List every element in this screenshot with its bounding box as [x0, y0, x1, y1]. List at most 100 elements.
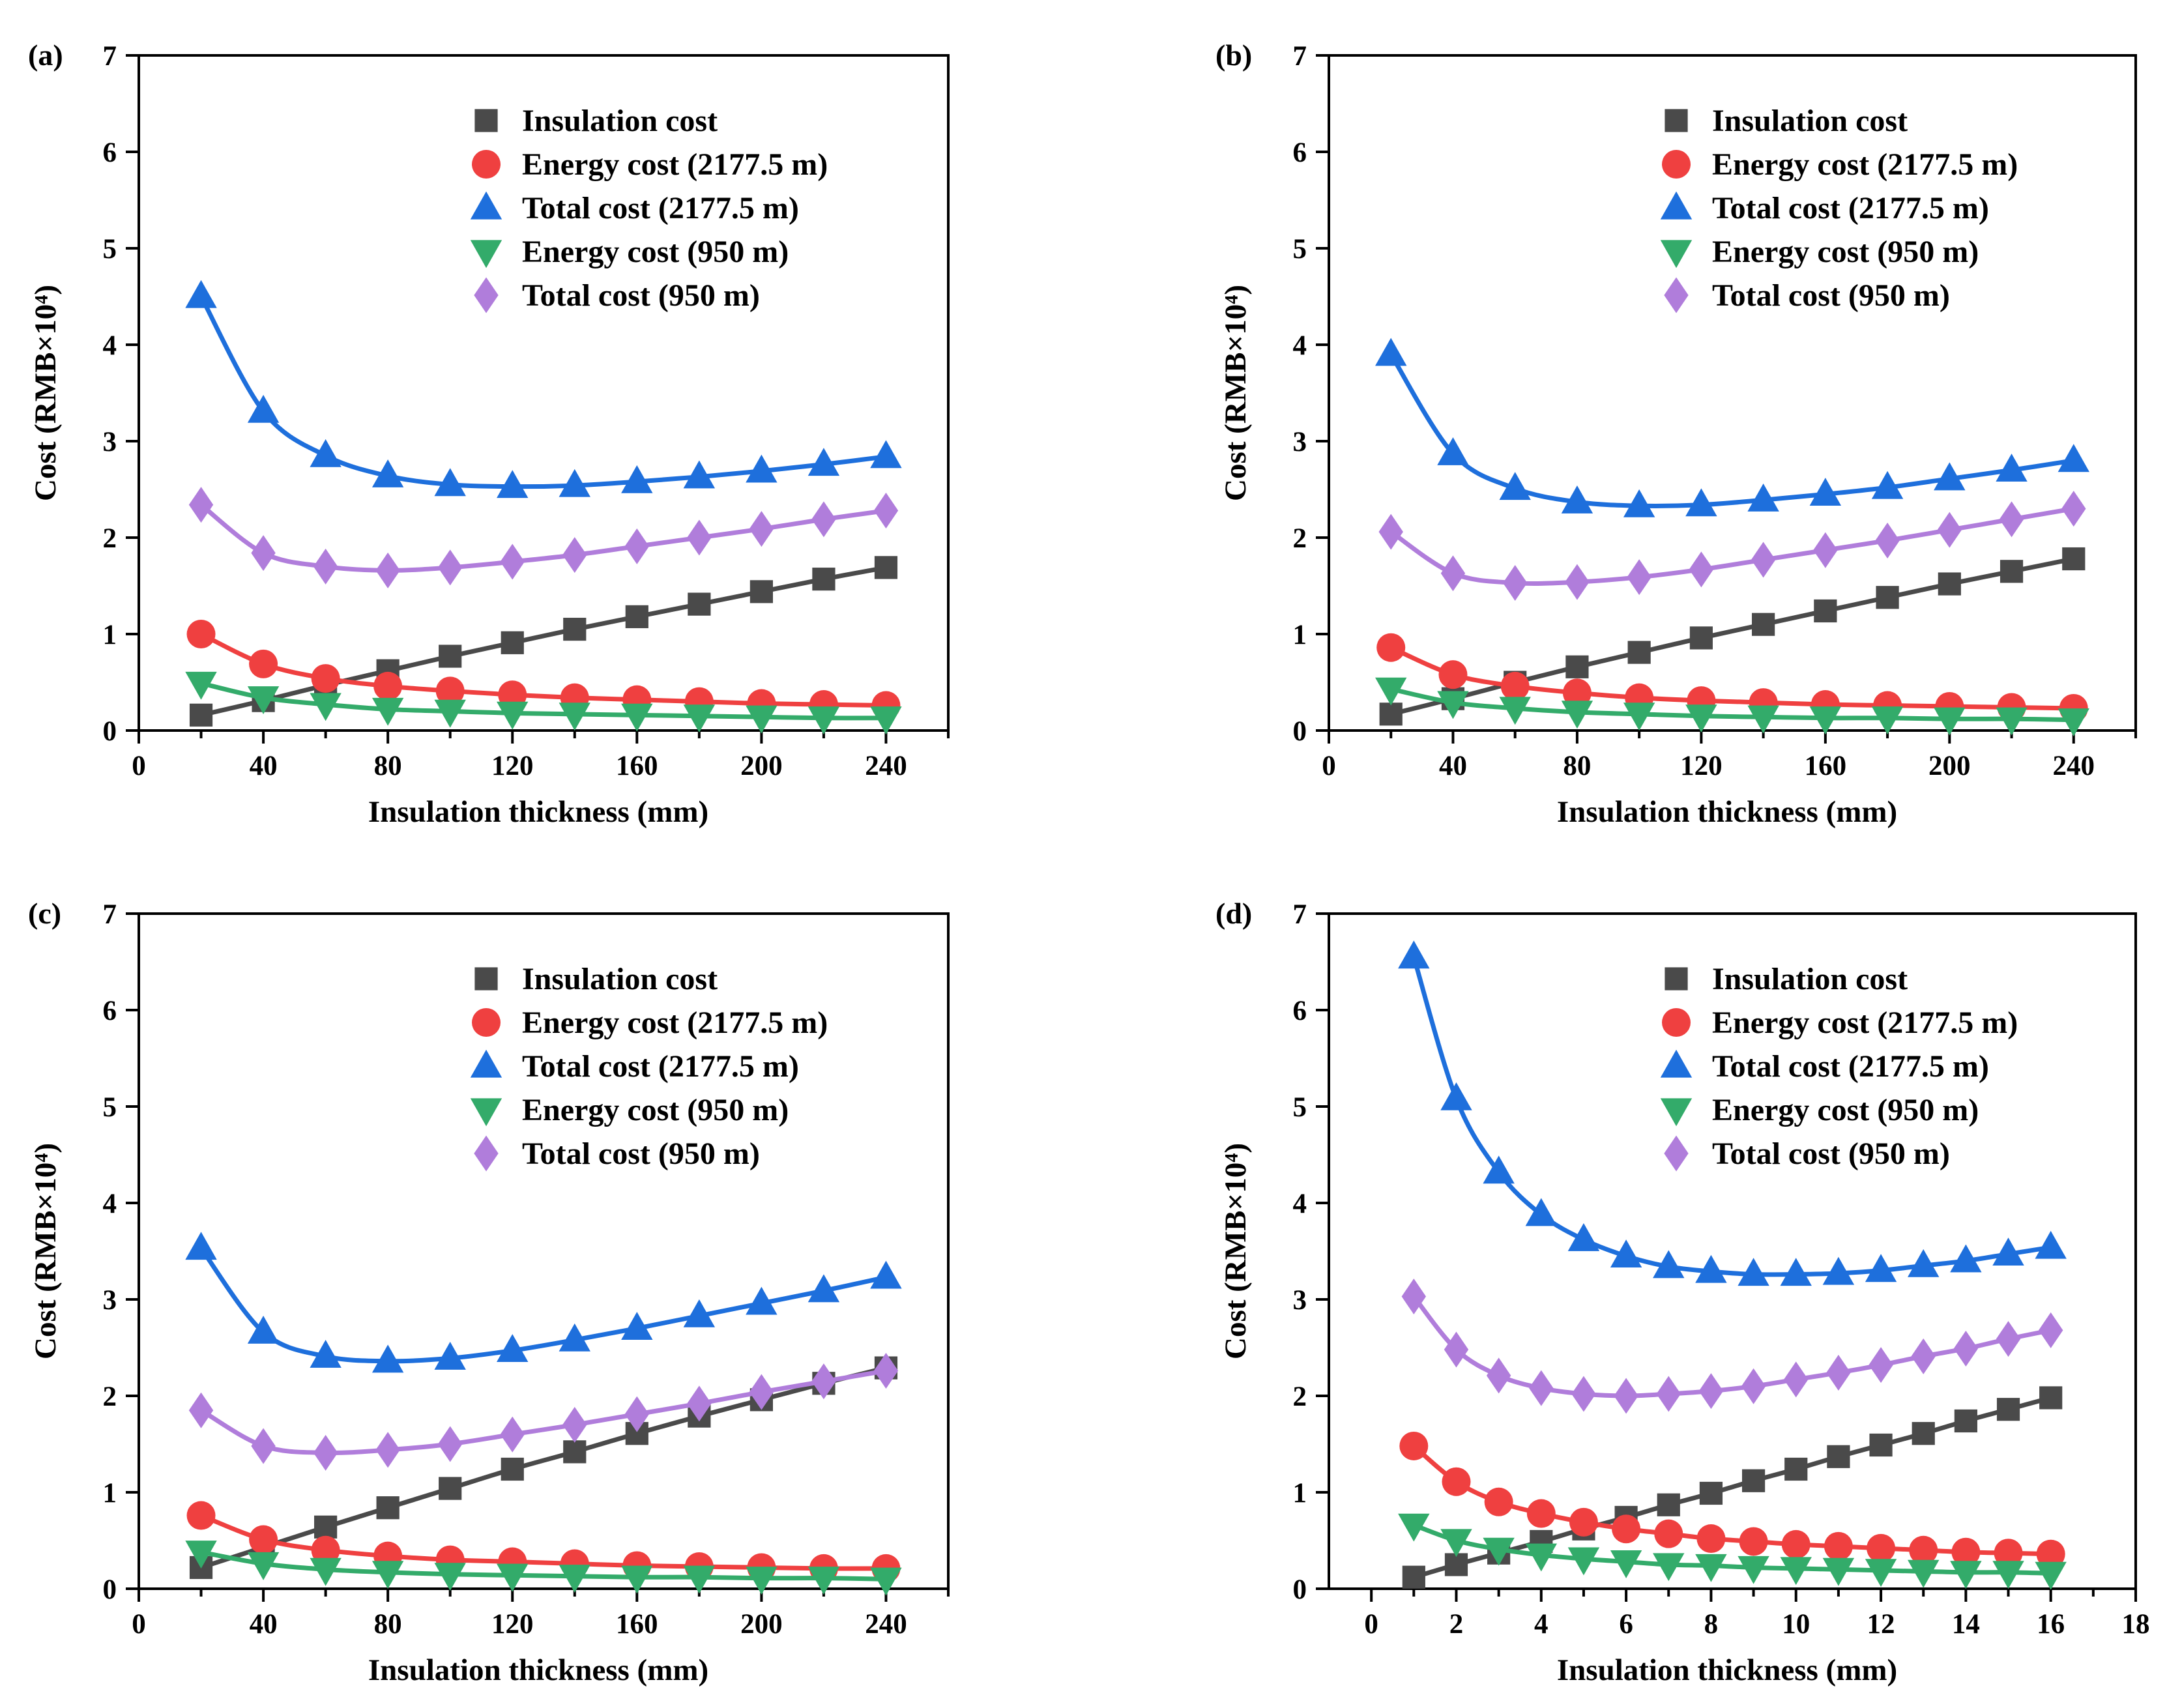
marker-square: [1657, 1493, 1680, 1516]
marker-square: [1876, 586, 1899, 609]
marker-triangle-up: [1437, 437, 1469, 465]
legend-item: Energy cost (2177.5 m): [1662, 147, 2018, 182]
legend-item: Total cost (2177.5 m): [470, 191, 799, 225]
marker-square: [2000, 560, 2024, 583]
legend-item: Total cost (2177.5 m): [470, 1049, 799, 1084]
x-tick-label: 80: [374, 751, 402, 781]
marker-circle: [1867, 1533, 1896, 1563]
legend-item: Insulation cost: [474, 962, 718, 996]
series-total-950: [188, 1353, 899, 1471]
x-tick-label: 40: [250, 751, 278, 781]
marker-triangle-up: [1653, 1250, 1685, 1279]
marker-circle: [1739, 1527, 1768, 1556]
marker-circle: [435, 676, 465, 706]
marker-diamond: [1614, 1378, 1638, 1414]
legend-label: Total cost (950 m): [1712, 1136, 1950, 1171]
marker-diamond: [188, 1392, 214, 1428]
series-total-2177: [1375, 338, 2089, 517]
marker-square: [563, 1440, 587, 1464]
x-tick-label: 18: [2122, 1609, 2150, 1640]
y-tick-label: 4: [1293, 1189, 1307, 1219]
marker-triangle-down: [185, 1541, 217, 1569]
series-total-950: [188, 487, 899, 588]
marker-triangle-up: [1660, 1049, 1693, 1078]
marker-triangle-down: [1660, 1098, 1693, 1127]
marker-diamond: [1826, 1354, 1851, 1391]
marker-circle: [1526, 1499, 1556, 1528]
marker-triangle-up: [1934, 462, 1966, 491]
legend: Insulation cost Energy cost (2177.5 m) Tot…: [1660, 104, 2018, 313]
marker-triangle-down: [1437, 691, 1469, 719]
series-line: [1389, 645, 2074, 711]
marker-circle: [1442, 1467, 1471, 1496]
marker-triangle-up: [1660, 191, 1693, 220]
marker-square: [501, 1457, 524, 1481]
marker-triangle-up: [559, 1323, 590, 1352]
marker-triangle-down: [870, 706, 902, 735]
marker-triangle-down: [310, 693, 342, 721]
series-line: [199, 502, 886, 573]
x-tick-label: 160: [1805, 751, 1847, 781]
marker-triangle-up: [185, 1232, 217, 1260]
marker-triangle-up: [746, 1286, 778, 1315]
marker-square: [376, 1496, 400, 1520]
marker-triangle-up: [1623, 489, 1655, 517]
y-tick-label: 5: [1293, 1092, 1307, 1123]
legend-label: Insulation cost: [522, 962, 718, 996]
marker-diamond: [437, 1426, 463, 1462]
marker-square: [1565, 655, 1589, 678]
marker-circle: [1569, 1507, 1598, 1537]
marker-triangle-up: [371, 459, 404, 487]
x-tick-label: 14: [1952, 1609, 1980, 1640]
marker-diamond: [749, 1374, 774, 1410]
marker-triangle-down: [1525, 1543, 1557, 1572]
legend-label: Insulation cost: [1712, 104, 1908, 138]
legend-item: Energy cost (950 m): [470, 1093, 789, 1127]
marker-diamond: [313, 1434, 338, 1471]
marker-triangle-down: [1685, 704, 1717, 733]
marker-square: [1689, 626, 1713, 650]
series-energy-950: [1398, 1513, 2067, 1590]
marker-triangle-up: [371, 1344, 404, 1373]
legend-item: Energy cost (2177.5 m): [1662, 1006, 2018, 1040]
x-tick-label: 8: [1704, 1609, 1719, 1640]
marker-triangle-up: [1809, 478, 1842, 506]
y-tick-label: 1: [103, 620, 117, 650]
marker-triangle-down: [1440, 1529, 1472, 1557]
marker-triangle-down: [1695, 1554, 1727, 1582]
marker-square: [1869, 1433, 1893, 1457]
x-tick-label: 0: [1322, 751, 1336, 781]
marker-triangle-up: [2035, 1230, 2067, 1259]
marker-diamond: [1664, 277, 1689, 313]
marker-triangle-up: [1685, 488, 1717, 517]
y-axis-label: Cost (RMB×10⁴): [1219, 1143, 1253, 1359]
marker-triangle-down: [807, 706, 840, 735]
legend-label: Energy cost (950 m): [1712, 1093, 1979, 1127]
x-tick-label: 200: [740, 1609, 783, 1640]
marker-diamond: [1741, 1368, 1766, 1404]
series-energy-950: [1375, 677, 2089, 737]
legend-item: Total cost (2177.5 m): [1660, 1049, 1989, 1084]
y-tick-label: 3: [103, 1285, 117, 1316]
legend-label: Total cost (950 m): [1712, 278, 1950, 313]
y-tick-label: 2: [1293, 523, 1307, 554]
y-axis-label: Cost (RMB×10⁴): [29, 285, 63, 501]
marker-triangle-down: [1822, 1557, 1855, 1586]
y-axis-label: Cost (RMB×10⁴): [29, 1143, 63, 1359]
marker-diamond: [562, 537, 587, 573]
series-line: [200, 1550, 886, 1582]
marker-triangle-up: [1996, 454, 2028, 482]
marker-circle: [373, 671, 403, 701]
marker-triangle-down: [1653, 1553, 1685, 1582]
marker-triangle-up: [1950, 1244, 1982, 1273]
legend-label: Energy cost (950 m): [522, 1093, 789, 1127]
marker-triangle-up: [310, 439, 342, 467]
series-total-2177: [185, 1232, 902, 1373]
x-tick-label: 10: [1782, 1609, 1810, 1640]
legend-item: Total cost (950 m): [474, 1135, 760, 1172]
marker-triangle-down: [1747, 705, 1779, 734]
legend-item: Insulation cost: [1665, 104, 1908, 138]
series-line: [1412, 1295, 2052, 1398]
marker-diamond: [1401, 1279, 1427, 1315]
marker-triangle-down: [470, 1098, 502, 1127]
